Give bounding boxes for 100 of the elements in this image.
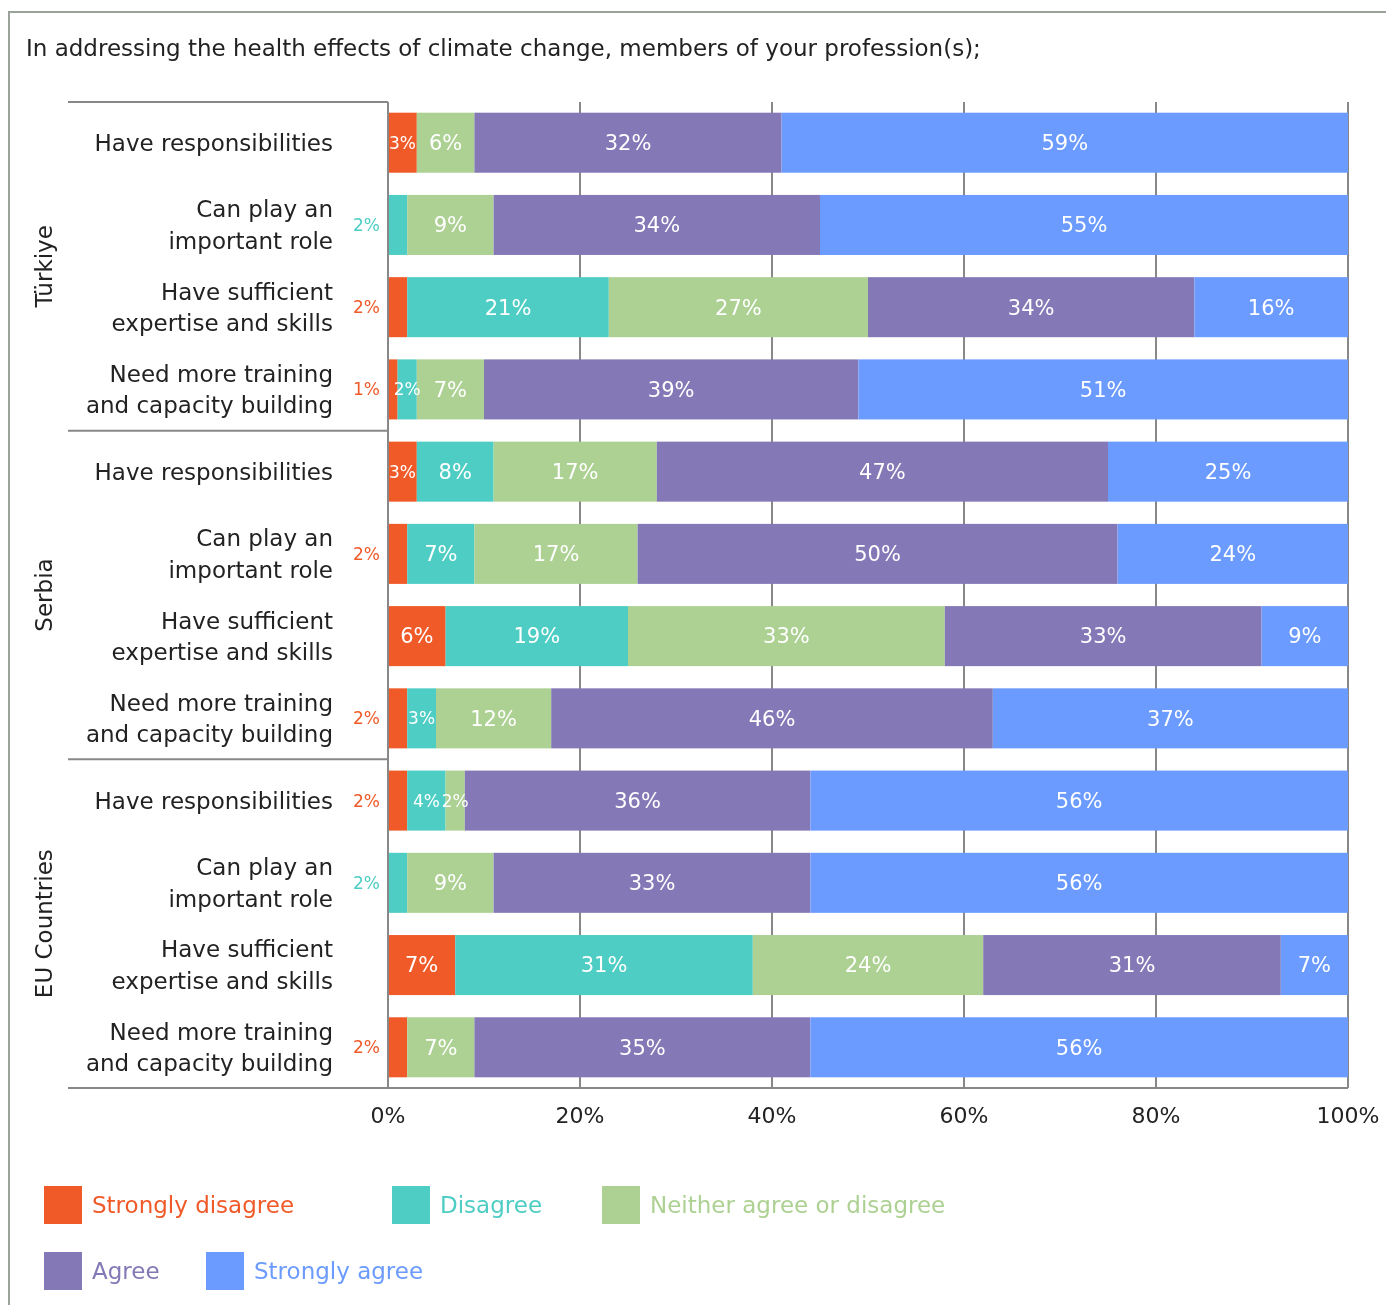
data-label: 12%	[470, 706, 517, 731]
y-tick-label: Need more training and capacity building	[85, 360, 333, 419]
data-label: 2%	[353, 790, 380, 811]
x-tick-label: 40%	[747, 1103, 797, 1128]
bar	[752, 935, 984, 996]
bar	[944, 606, 1262, 667]
y-tick-label: Have responsibilities	[94, 787, 333, 814]
bar	[388, 1017, 408, 1078]
bar	[436, 688, 552, 749]
data-label: 37%	[1147, 706, 1194, 731]
bar	[858, 359, 1348, 420]
bar	[474, 112, 782, 173]
bar	[388, 688, 408, 749]
bar	[992, 688, 1348, 749]
data-label: 7%	[424, 1035, 458, 1060]
data-label: 21%	[484, 295, 532, 320]
chart-title: In addressing the health effects of climate change, members of your profession(s);	[26, 35, 981, 61]
data-label: 7%	[433, 377, 468, 402]
data-label: 4%	[412, 790, 440, 811]
bar	[810, 770, 1348, 831]
bar	[810, 852, 1348, 913]
data-label: 3%	[388, 132, 416, 153]
bar	[493, 194, 820, 255]
data-label: 39%	[647, 377, 695, 402]
bar	[983, 935, 1281, 996]
data-label: 8%	[438, 460, 472, 484]
data-label: 7%	[424, 542, 458, 567]
legend-label: Agree	[92, 1258, 160, 1285]
data-label: 31%	[1108, 953, 1156, 978]
bar	[388, 770, 408, 831]
text: Serbia	[31, 558, 57, 632]
bar	[407, 1017, 475, 1078]
bar	[608, 277, 868, 338]
bar	[407, 852, 494, 913]
bar	[388, 523, 408, 584]
data-label: 17%	[551, 460, 599, 484]
data-label: 34%	[633, 213, 681, 238]
x-tick-label: 0%	[370, 1103, 406, 1128]
data-label: 19%	[513, 624, 561, 649]
data-label: 7%	[404, 953, 439, 978]
bar	[1280, 935, 1348, 996]
data-label: 6%	[400, 624, 434, 649]
data-label: 56%	[1055, 871, 1103, 896]
x-tick-label: 60%	[939, 1103, 989, 1128]
bar	[388, 277, 408, 338]
data-label: 25%	[1204, 460, 1252, 484]
legend-label: Strongly disagree	[92, 1192, 295, 1219]
data-label: 2%	[353, 297, 380, 318]
bar	[407, 277, 609, 338]
bar	[445, 606, 628, 667]
y-tick-label: Have sufficient expertise and skills	[111, 936, 333, 994]
bar	[1117, 523, 1348, 584]
x-tick-label: 100%	[1316, 1103, 1380, 1128]
data-label: 17%	[532, 542, 580, 567]
bar	[551, 688, 993, 749]
bar	[781, 112, 1348, 173]
data-label: 9%	[1288, 624, 1322, 649]
data-label: 59%	[1041, 131, 1089, 156]
bar	[493, 441, 657, 502]
bar	[1108, 441, 1348, 502]
bar	[493, 852, 811, 913]
y-tick-label: Can play an important role	[168, 196, 333, 254]
data-label: 24%	[844, 953, 892, 978]
data-label: 3%	[408, 708, 436, 729]
bar	[484, 359, 859, 420]
legend-label: Strongly agree	[254, 1258, 424, 1285]
data-label: 55%	[1060, 213, 1108, 238]
data-label: 2%	[353, 872, 380, 893]
data-label: 47%	[859, 460, 906, 484]
bar	[388, 935, 456, 996]
data-label: 56%	[1055, 1035, 1103, 1060]
bar	[868, 277, 1195, 338]
data-label: 51%	[1079, 377, 1127, 402]
bar	[1194, 277, 1348, 338]
data-label: 16%	[1247, 295, 1295, 320]
data-label: 36%	[614, 788, 661, 813]
data-label: 34%	[1007, 295, 1055, 320]
bar	[407, 194, 494, 255]
bar	[628, 606, 945, 667]
bar	[637, 523, 1118, 584]
text: EU Countries	[31, 849, 57, 999]
y-tick-label: Can play an important role	[168, 854, 333, 912]
data-label: 6%	[428, 131, 463, 156]
y-tick-label: Have sufficient expertise and skills	[111, 607, 333, 665]
bar	[388, 606, 446, 667]
y-tick-label: Need more training and capacity building	[85, 1018, 333, 1076]
legend-label: Disagree	[440, 1192, 543, 1219]
data-label: 35%	[619, 1035, 666, 1060]
bar	[810, 1017, 1348, 1078]
y-tick-label: Need more training and capacity building	[85, 689, 333, 748]
legend-label: Neither agree or disagree	[650, 1192, 946, 1219]
data-label: 46%	[748, 706, 796, 731]
bar	[474, 523, 638, 584]
data-label: 2%	[353, 708, 380, 729]
data-label: 1%	[353, 379, 380, 400]
data-label: 24%	[1209, 542, 1257, 567]
bar	[416, 112, 475, 173]
bar	[416, 441, 494, 502]
text: Türkiye	[31, 225, 57, 309]
x-tick-label: 80%	[1131, 1103, 1181, 1128]
